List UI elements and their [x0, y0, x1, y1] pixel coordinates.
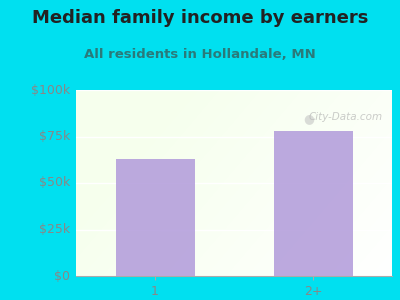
- Text: All residents in Hollandale, MN: All residents in Hollandale, MN: [84, 48, 316, 61]
- Bar: [116, 159, 194, 276]
- Text: $0: $0: [54, 269, 70, 283]
- Text: Median family income by earners: Median family income by earners: [32, 9, 368, 27]
- Text: $50k: $50k: [39, 176, 70, 190]
- Text: City-Data.com: City-Data.com: [308, 112, 382, 122]
- Text: $75k: $75k: [39, 130, 70, 143]
- Text: $25k: $25k: [39, 223, 70, 236]
- Text: ●: ●: [304, 112, 314, 125]
- Bar: [274, 131, 352, 276]
- Text: $100k: $100k: [31, 83, 70, 97]
